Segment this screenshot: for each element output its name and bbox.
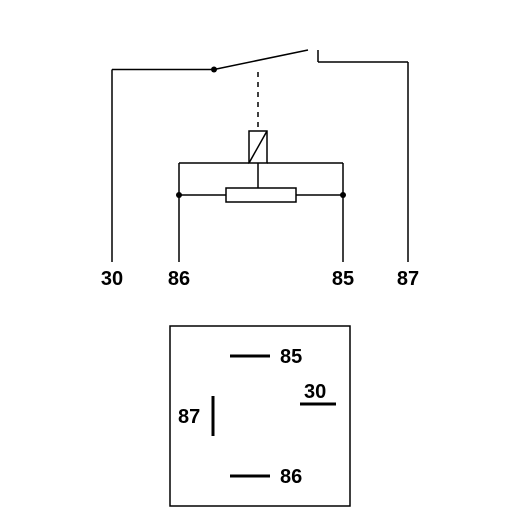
resistor — [226, 188, 296, 202]
switch-pivot-dot — [211, 67, 217, 73]
terminal-86-label: 86 — [168, 268, 190, 290]
pin-86-label: 86 — [280, 466, 302, 488]
relay-diagram: 30 86 85 87 85 30 87 86 — [0, 0, 522, 522]
pin-30-label: 30 — [304, 381, 326, 403]
terminal-85-label: 85 — [332, 268, 354, 290]
terminal-30-label: 30 — [101, 268, 123, 290]
pin-85-label: 85 — [280, 346, 302, 368]
switch-blade — [214, 50, 308, 70]
terminal-87-label: 87 — [397, 268, 419, 290]
pin-87-label: 87 — [178, 406, 200, 428]
